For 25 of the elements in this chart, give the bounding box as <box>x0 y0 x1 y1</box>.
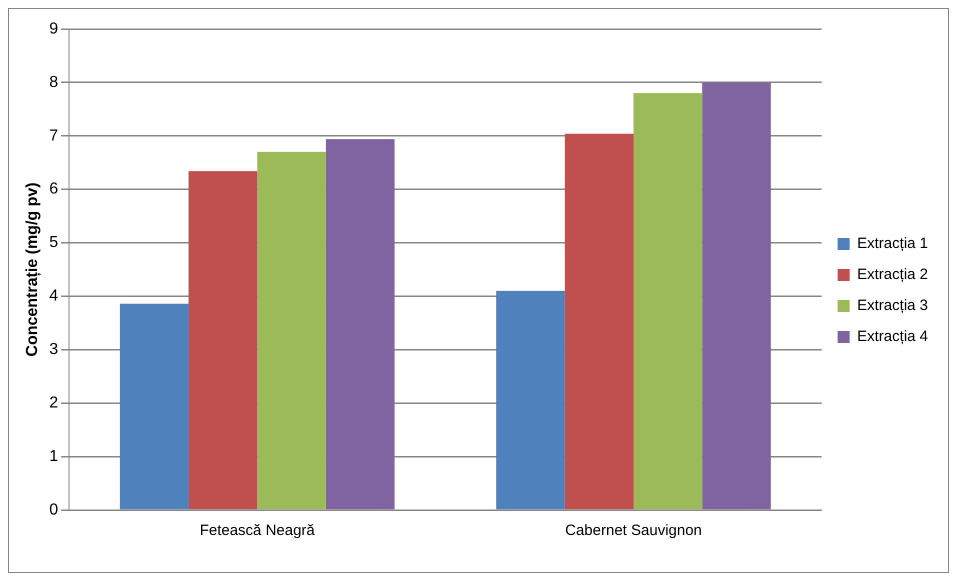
y-tick-label: 3 <box>49 341 58 358</box>
bar <box>188 171 258 510</box>
y-tick-label: 9 <box>49 20 58 38</box>
y-tick-label: 7 <box>49 127 58 144</box>
y-tick-label: 6 <box>49 180 58 198</box>
bar <box>564 134 634 510</box>
y-tick-label: 0 <box>49 501 58 518</box>
y-tick-label: 5 <box>49 234 58 252</box>
x-tick-label: Fetească Neagră <box>200 522 316 540</box>
legend-label: Extracția 2 <box>857 266 928 284</box>
bar <box>702 82 771 510</box>
legend-label: Extracția 3 <box>857 297 928 314</box>
bar <box>496 290 565 510</box>
legend-label: Extracția 4 <box>857 328 928 346</box>
bar <box>257 152 326 510</box>
x-tick-label: Cabernet Sauvignon <box>565 522 702 540</box>
y-tick-label: 1 <box>49 448 58 465</box>
y-tick-label: 2 <box>49 394 58 412</box>
bar <box>634 93 702 510</box>
y-tick-label: 4 <box>49 288 58 305</box>
y-tick-label: 8 <box>49 74 58 91</box>
legend-label: Extracția 1 <box>857 235 928 252</box>
bar <box>326 139 395 510</box>
y-axis-title: Concentrație (mg/g pv) <box>24 182 42 357</box>
bar <box>120 304 189 510</box>
